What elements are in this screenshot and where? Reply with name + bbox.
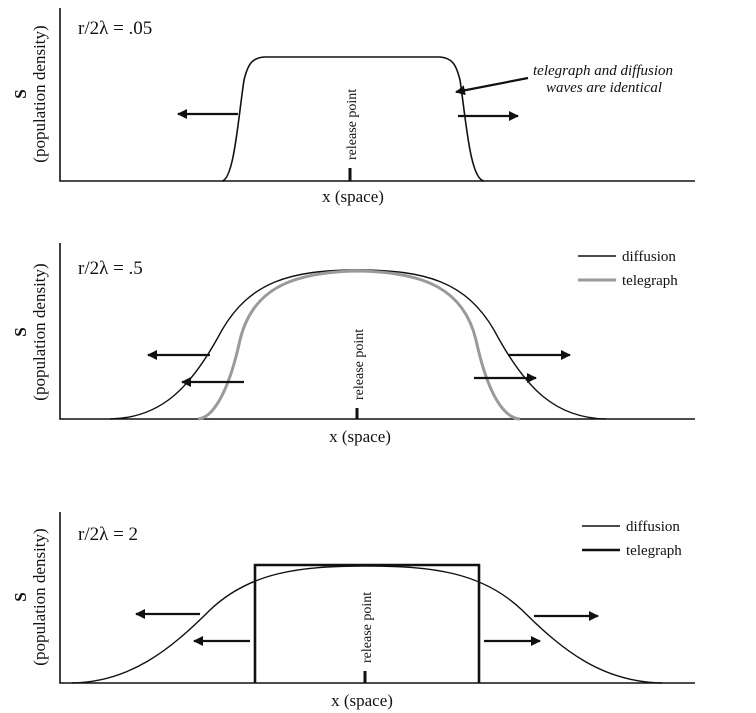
panel-2-ylabel-text: (population density) (30, 263, 49, 400)
panel-3-telegraph-curve (253, 563, 481, 683)
panel-3-legend: diffusion telegraph (582, 519, 682, 559)
panel-1-release-label: release point (345, 89, 360, 160)
panel-2-legend: diffusion telegraph (578, 249, 678, 289)
panel-2-release-label: release point (352, 329, 367, 400)
panel-1-param: r/2λ = .05 (78, 18, 152, 39)
panel-1-note-line1: telegraph and diffusion (533, 63, 673, 79)
panel-3-legend-diffusion: diffusion (626, 519, 680, 535)
panel-1-ylabel-symbol: S (11, 89, 30, 98)
panel-1-note-pointer (455, 76, 529, 96)
panel-1-ylabel-text: (population density) (30, 25, 49, 162)
panel-1-note-line2: waves are identical (546, 80, 662, 96)
panel-3-xlabel: x (space) (331, 691, 393, 710)
panel-2-ylabel-symbol: S (11, 327, 30, 336)
panel-2: r/2λ = .5 S (population density) x (spac… (11, 243, 695, 446)
panel-2-xlabel: x (space) (329, 427, 391, 446)
panel-1: r/2λ = .05 S (population density) x (spa… (11, 8, 695, 206)
panel-3-ylabel-text: (population density) (30, 528, 49, 665)
panel-2-telegraph-curve (197, 269, 521, 421)
panel-2-legend-diffusion: diffusion (622, 249, 676, 265)
panel-3-release-label: release point (360, 592, 375, 663)
panel-1-wave (221, 56, 485, 182)
panel-2-axes (59, 243, 695, 420)
panel-3: r/2λ = 2 S (population density) x (space… (11, 512, 695, 710)
panel-2-legend-telegraph: telegraph (622, 273, 678, 289)
panel-3-legend-telegraph: telegraph (626, 543, 682, 559)
panel-3-axes (59, 512, 695, 684)
panel-3-param: r/2λ = 2 (78, 524, 138, 545)
panel-2-param: r/2λ = .5 (78, 258, 143, 279)
panel-3-ylabel-symbol: S (11, 592, 30, 601)
panel-1-xlabel: x (space) (322, 187, 384, 206)
